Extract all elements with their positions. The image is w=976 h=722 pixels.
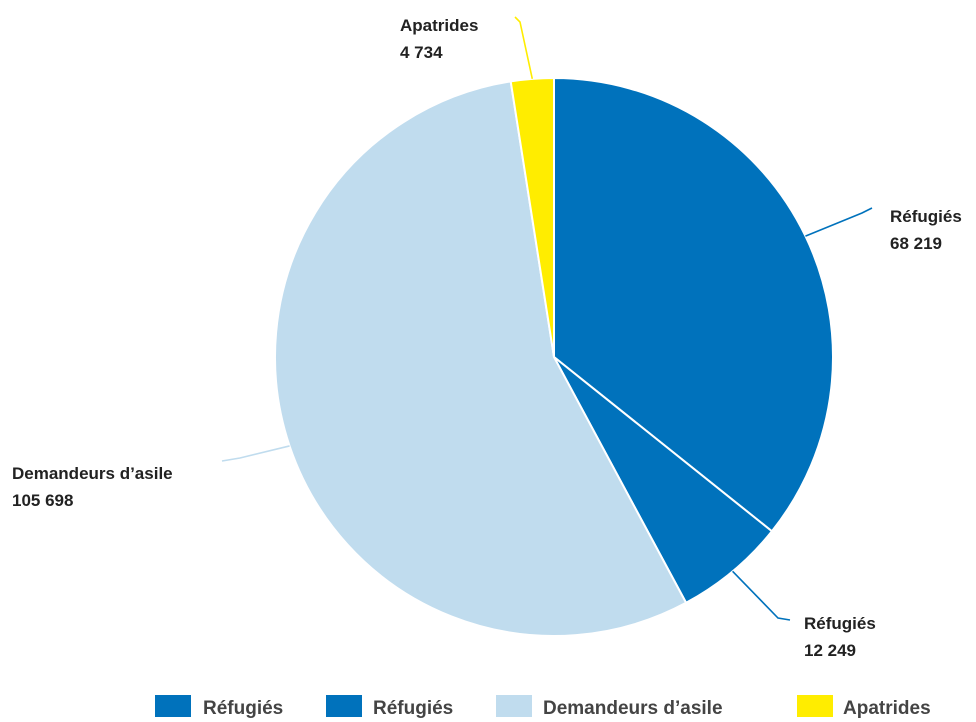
legend-label-3: Apatrides bbox=[843, 698, 931, 719]
legend-label-2: Demandeurs d’asile bbox=[543, 698, 723, 719]
pie-slice-3 bbox=[509, 76, 555, 358]
data-label-name-3: Apatrides bbox=[400, 16, 478, 35]
legend-swatch-0 bbox=[155, 695, 191, 717]
pie-slice-0 bbox=[553, 76, 834, 533]
data-label-value-3: 4 734 bbox=[400, 43, 443, 62]
data-labels: Réfugiés 68 219 Réfugiés 12 249 Demandeu… bbox=[12, 16, 962, 660]
legend-label-0: Réfugiés bbox=[203, 698, 283, 719]
data-label-name-2: Demandeurs d’asile bbox=[12, 464, 173, 483]
pie-slices bbox=[274, 76, 834, 637]
pie-slice-1 bbox=[553, 356, 774, 605]
legend-swatch-2 bbox=[496, 695, 532, 717]
leader-line-3 bbox=[514, 16, 534, 80]
legend: Réfugiés Réfugiés Demandeurs d’asile Apa… bbox=[155, 695, 931, 719]
data-label-value-2: 105 698 bbox=[12, 491, 73, 510]
legend-swatch-3 bbox=[797, 695, 833, 717]
data-label-name-1: Réfugiés bbox=[804, 614, 876, 633]
legend-swatch-1 bbox=[326, 695, 362, 717]
leader-line-1 bbox=[732, 570, 791, 621]
data-label-name-0: Réfugiés bbox=[890, 207, 962, 226]
legend-label-1: Réfugiés bbox=[373, 698, 453, 719]
leader-line-0 bbox=[805, 207, 873, 237]
data-label-value-1: 12 249 bbox=[804, 641, 856, 660]
leader-lines bbox=[221, 16, 873, 621]
data-label-value-0: 68 219 bbox=[890, 234, 942, 253]
leader-line-2 bbox=[221, 445, 290, 462]
